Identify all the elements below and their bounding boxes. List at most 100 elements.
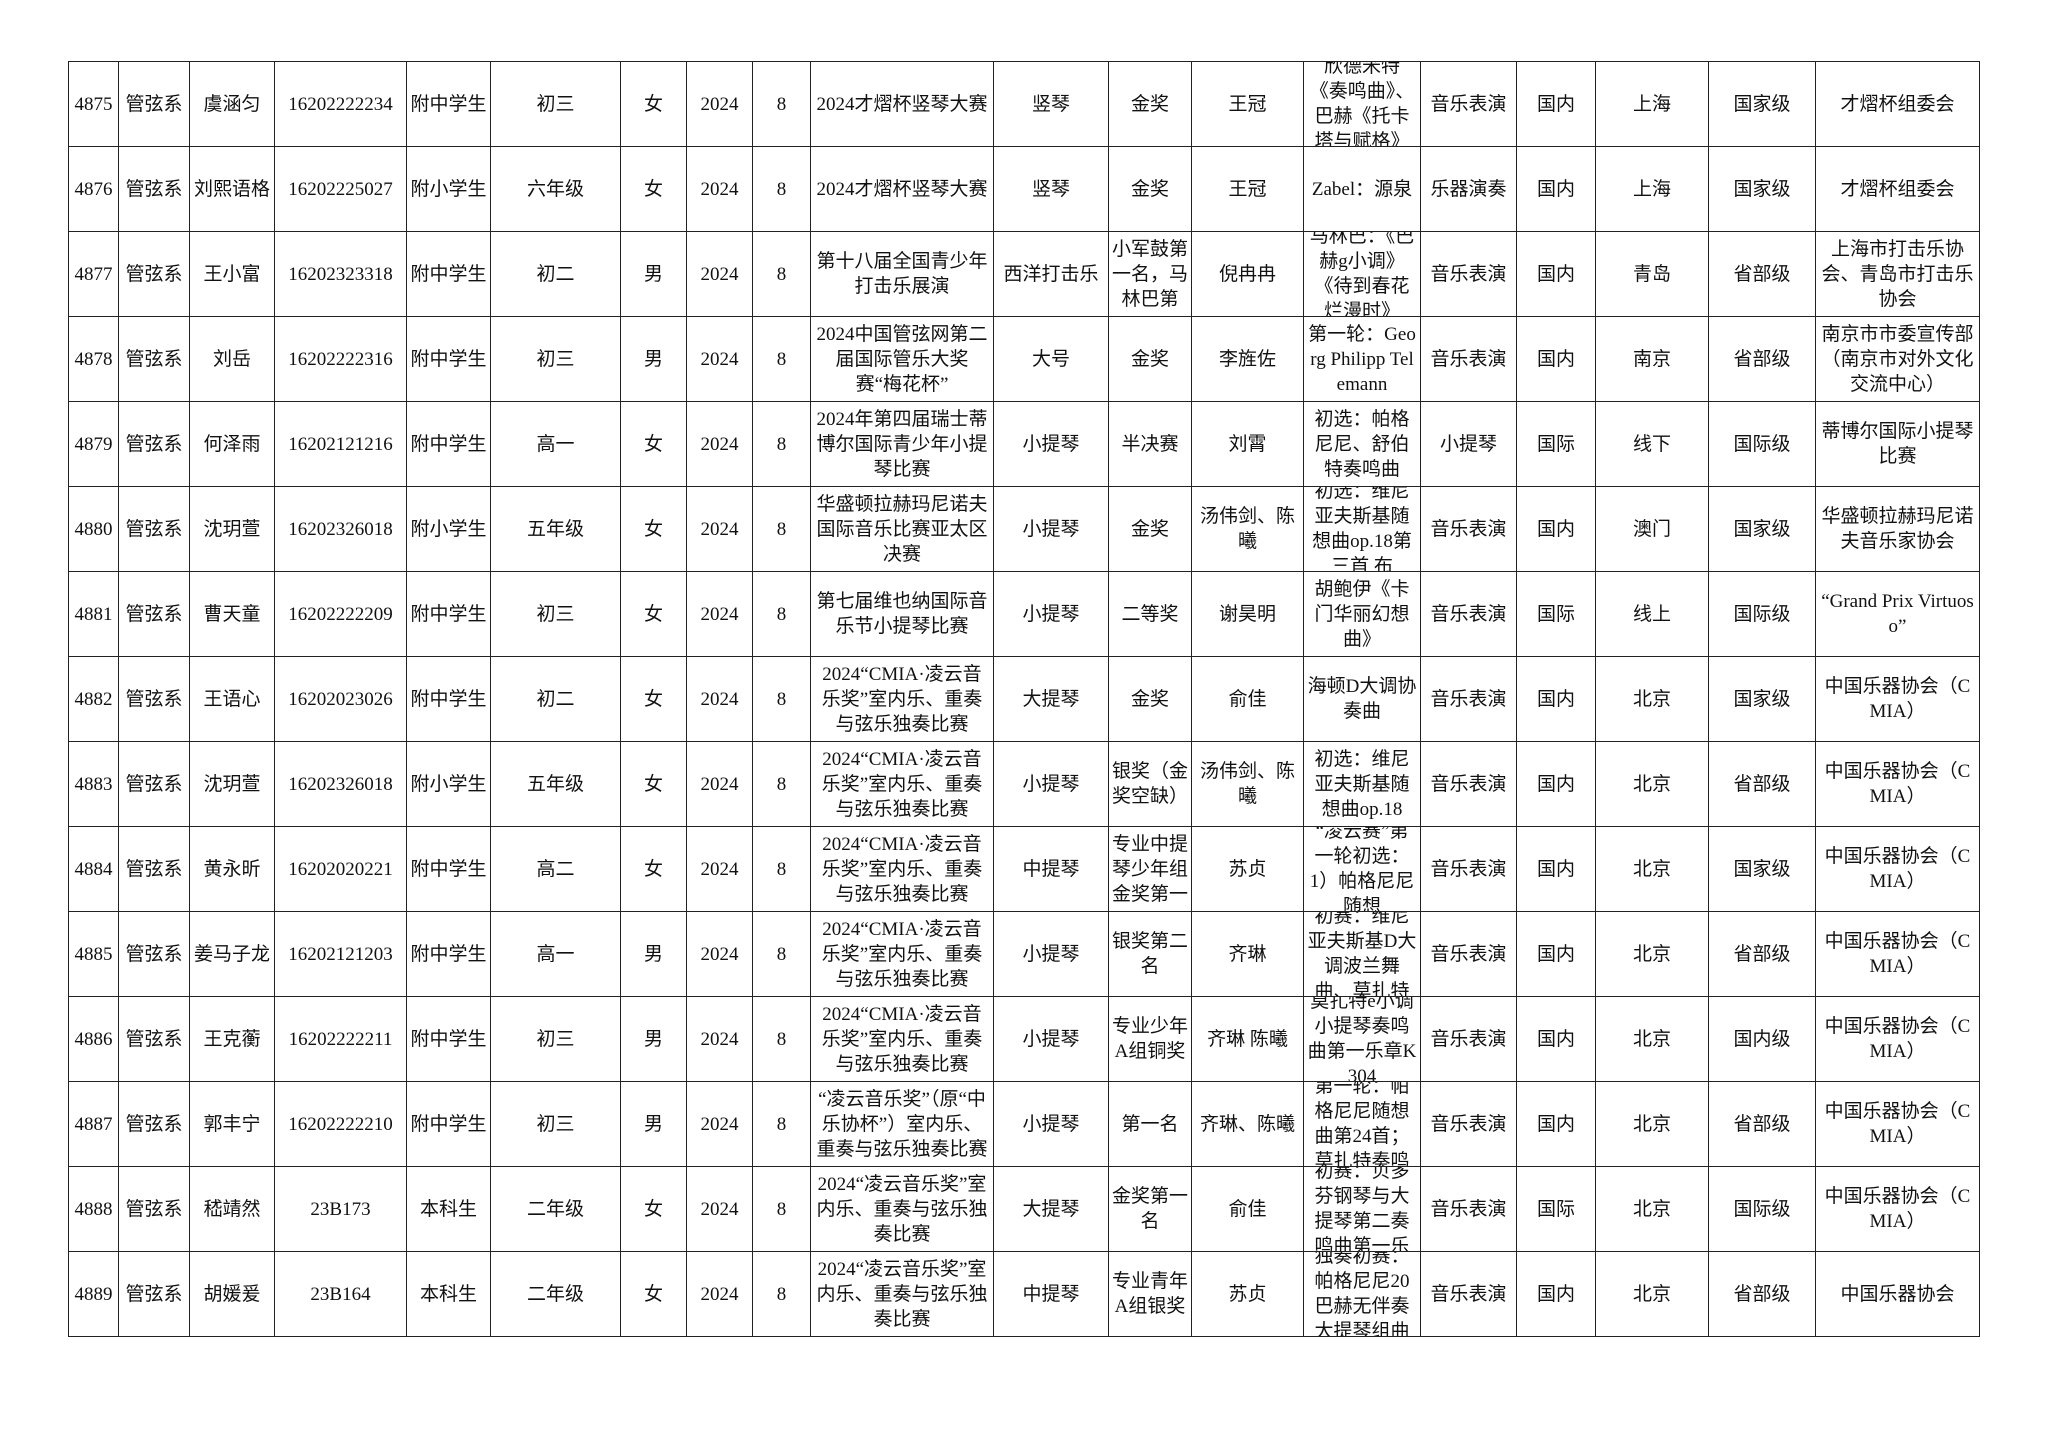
category-text: 乐器演奏 xyxy=(1430,178,1507,200)
student-name-text: 沈玥萱 xyxy=(203,518,261,540)
month-text: 8 xyxy=(776,93,787,115)
cell-level: 省部级 xyxy=(1708,911,1816,997)
cell-year: 2024 xyxy=(686,656,753,742)
table-row: 4878 管弦系 刘岳 16202222316 附中学生 初三 男 2024 8 2024中国管弦… xyxy=(68,316,1980,402)
cell-student-id: 16202020221 xyxy=(274,826,407,912)
record-no-text: 4888 xyxy=(74,1198,113,1220)
student-type-text: 附中学生 xyxy=(410,263,487,285)
cell-category: 乐器演奏 xyxy=(1420,146,1517,232)
table-row: 4881 管弦系 曹天童 16202222209 附中学生 初三 女 2024 8 第七届维也纳国… xyxy=(68,571,1980,657)
cell-instructor: 苏贞 xyxy=(1191,1251,1304,1337)
cell-instrument: 大提琴 xyxy=(993,1166,1109,1252)
record-no-text: 4880 xyxy=(74,518,113,540)
gender-text: 男 xyxy=(643,943,663,965)
month-text: 8 xyxy=(776,943,787,965)
competition-name-text: 2024才熠杯竖琴大赛 xyxy=(816,178,988,200)
cell-record-no: 4884 xyxy=(68,826,119,912)
cell-student-id: 16202326018 xyxy=(274,741,407,827)
cell-year: 2024 xyxy=(686,1251,753,1337)
cell-gender: 女 xyxy=(620,486,687,572)
grade-text: 六年级 xyxy=(526,178,584,200)
cell-gender: 女 xyxy=(620,741,687,827)
student-id-text: 16202225027 xyxy=(288,178,393,200)
student-type-text: 附中学生 xyxy=(410,688,487,710)
cell-competition-name: 第十八届全国青少年打击乐展演 xyxy=(810,231,994,317)
cell-instructor: 俞佳 xyxy=(1191,656,1304,742)
cell-student-id: 16202222234 xyxy=(274,61,407,147)
cell-gender: 女 xyxy=(620,571,687,657)
competition-name-text: 2024“CMIA·凌云音乐奖”室内乐、重奏与弦乐独奏比赛 xyxy=(821,748,983,820)
cell-year: 2024 xyxy=(686,996,753,1082)
scope-text: 国内 xyxy=(1536,518,1575,540)
student-name-text: 何泽雨 xyxy=(203,433,261,455)
instrument-text: 西洋打击乐 xyxy=(1003,263,1099,285)
year-text: 2024 xyxy=(700,603,739,625)
cell-repertoire: “凌云赛”第一轮初选：1）帕格尼尼随想 xyxy=(1303,826,1421,912)
cell-record-no: 4878 xyxy=(68,316,119,402)
cell-category: 音乐表演 xyxy=(1420,911,1517,997)
department-text: 管弦系 xyxy=(125,518,183,540)
department-text: 管弦系 xyxy=(125,433,183,455)
cell-month: 8 xyxy=(752,146,811,232)
cell-year: 2024 xyxy=(686,741,753,827)
category-text: 音乐表演 xyxy=(1430,348,1507,370)
scope-text: 国内 xyxy=(1536,1028,1575,1050)
student-type-text: 附中学生 xyxy=(410,348,487,370)
student-name-text: 刘岳 xyxy=(212,348,251,370)
cell-scope: 国内 xyxy=(1516,741,1596,827)
scope-text: 国内 xyxy=(1536,1283,1575,1305)
cell-award: 专业少年A组铜奖 xyxy=(1108,996,1192,1082)
table-row: 4887 管弦系 郭丰宁 16202222210 附中学生 初三 男 2024 8 “凌云音乐奖”… xyxy=(68,1081,1980,1167)
cell-student-id: 16202222211 xyxy=(274,996,407,1082)
instrument-text: 大号 xyxy=(1031,348,1070,370)
cell-department: 管弦系 xyxy=(118,1251,190,1337)
cell-instructor: 苏贞 xyxy=(1191,826,1304,912)
competition-name-text: 2024“凌云音乐奖”室内乐、重奏与弦乐独奏比赛 xyxy=(816,1258,988,1330)
cell-repertoire: 初选：帕格尼尼、舒伯特奏鸣曲 xyxy=(1303,401,1421,487)
cell-award: 金奖 xyxy=(1108,146,1192,232)
table-row: 4889 管弦系 胡媛爰 23B164 本科生 二年级 女 2024 8 2024“凌云音乐奖”室… xyxy=(68,1251,1980,1337)
cell-student-name: 沈玥萱 xyxy=(189,741,275,827)
repertoire-text: 马林巴：《巴赫g小调》《待到春花烂漫时》 xyxy=(1309,232,1415,316)
student-id-text: 16202326018 xyxy=(288,773,393,795)
cell-competition-name: 2024“CMIA·凌云音乐奖”室内乐、重奏与弦乐独奏比赛 xyxy=(810,826,994,912)
competition-name-text: “凌云音乐奖”（原“中乐协杯”）室内乐、重奏与弦乐独奏比赛 xyxy=(816,1088,988,1160)
gender-text: 女 xyxy=(643,603,663,625)
cell-category: 音乐表演 xyxy=(1420,1251,1517,1337)
cell-student-type: 附中学生 xyxy=(406,826,491,912)
year-text: 2024 xyxy=(700,688,739,710)
cell-instructor: 汤伟剑、陈曦 xyxy=(1191,486,1304,572)
instrument-text: 小提琴 xyxy=(1022,943,1080,965)
cell-organizer: 才熠杯组委会 xyxy=(1815,61,1980,147)
month-text: 8 xyxy=(776,263,787,285)
cell-year: 2024 xyxy=(686,316,753,402)
student-name-text: 王小富 xyxy=(203,263,261,285)
organizer-text: 蒂博尔国际小提琴比赛 xyxy=(1821,421,1974,467)
cell-student-type: 附中学生 xyxy=(406,996,491,1082)
cell-scope: 国内 xyxy=(1516,486,1596,572)
department-text: 管弦系 xyxy=(125,1113,183,1135)
location-text: 北京 xyxy=(1632,943,1671,965)
record-no-text: 4875 xyxy=(74,93,113,115)
student-name-text: 虞涵匀 xyxy=(203,93,261,115)
gender-text: 男 xyxy=(643,1028,663,1050)
cell-student-type: 附中学生 xyxy=(406,571,491,657)
cell-instructor: 齐琳 陈曦 xyxy=(1191,996,1304,1082)
gender-text: 女 xyxy=(643,773,663,795)
instrument-text: 小提琴 xyxy=(1022,603,1080,625)
cell-instrument: 大提琴 xyxy=(993,656,1109,742)
cell-location: 北京 xyxy=(1595,996,1709,1082)
cell-grade: 初三 xyxy=(490,571,621,657)
level-text: 国家级 xyxy=(1733,93,1791,115)
instrument-text: 小提琴 xyxy=(1022,433,1080,455)
level-text: 国家级 xyxy=(1733,688,1791,710)
repertoire-text: 第一轮：Georg Philipp Telemann xyxy=(1308,323,1416,395)
repertoire-text: 第一轮：帕格尼尼随想曲第24首；莫扎特奏鸣 xyxy=(1314,1082,1410,1166)
gender-text: 女 xyxy=(643,688,663,710)
cell-level: 省部级 xyxy=(1708,231,1816,317)
level-text: 省部级 xyxy=(1733,1113,1791,1135)
competition-name-text: 2024年第四届瑞士蒂博尔国际青少年小提琴比赛 xyxy=(816,408,988,480)
grade-text: 初三 xyxy=(536,348,575,370)
cell-month: 8 xyxy=(752,826,811,912)
table-row: 4883 管弦系 沈玥萱 16202326018 附小学生 五年级 女 2024 8 2024“C… xyxy=(68,741,1980,827)
